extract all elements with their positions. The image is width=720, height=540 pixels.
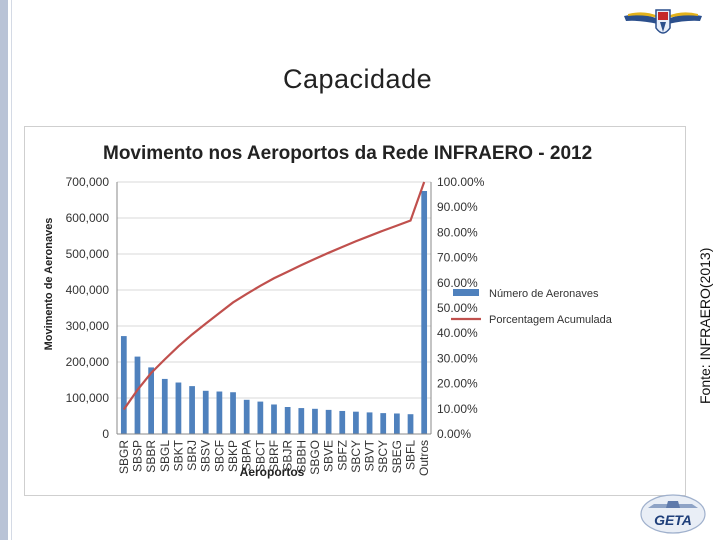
bar-sbrf [271, 404, 277, 434]
bar-sbkp [230, 392, 236, 434]
legend-label-bars: Número de Aeronaves [489, 288, 599, 300]
y2-tick-label: 10.00% [437, 402, 478, 416]
slide-side-bar [0, 0, 8, 540]
bar-outros [421, 191, 428, 434]
cumulative-line [122, 181, 426, 411]
x-tick-label: SBGL [158, 440, 172, 472]
x-axis-label: Aeroportos [240, 465, 305, 479]
y-tick-label: 700,000 [66, 175, 110, 189]
bar-sbbh [298, 408, 305, 434]
ita-wings-logo-icon [624, 9, 702, 34]
y2-tick-label: 90.00% [437, 200, 478, 214]
x-tick-label: SBRJ [185, 440, 199, 471]
y2-tick-label: 100.00% [437, 175, 485, 189]
slide-title: Capacidade [283, 64, 433, 94]
bar-sbeg [394, 413, 400, 434]
bar-sbvt [366, 412, 373, 434]
x-tick-label: SBBH [294, 440, 308, 473]
y2-tick-label: 80.00% [437, 225, 478, 239]
bar-sbcy [380, 413, 387, 434]
x-tick-label: SBSP [130, 440, 144, 472]
bar-sbpa [243, 399, 250, 434]
x-tick-label: SBPA [240, 440, 254, 471]
bar-sbgo [312, 408, 318, 434]
chart-container: Movimento nos Aeroportos da Rede INFRAER… [24, 126, 686, 496]
x-tick-label: SBCF [212, 440, 226, 472]
y2-tick-label: 70.00% [437, 251, 478, 265]
y-tick-label: 100,000 [66, 391, 110, 405]
y-tick-label: 300,000 [66, 319, 110, 333]
y2-tick-label: 60.00% [437, 276, 478, 290]
bar-sbsv [202, 390, 209, 434]
y-axis-label: Movimento de Aeronaves [43, 218, 55, 351]
bar-sbve [325, 409, 332, 434]
y-tick-label: 0 [102, 427, 109, 441]
bar-sbcy [353, 411, 359, 434]
x-tick-label: SBGR [117, 440, 131, 474]
bar-sbct [257, 401, 264, 434]
x-tick-label: SBCT [253, 439, 267, 472]
legend-label-line: Porcentagem Acumulada [489, 314, 613, 326]
x-tick-label: SBSV [199, 440, 213, 472]
bar-sbkt [175, 382, 182, 434]
x-tick-label: SBKT [171, 439, 185, 471]
x-tick-label: SBEG [390, 440, 404, 473]
y-tick-label: 200,000 [66, 355, 110, 369]
y2-tick-label: 20.00% [437, 377, 478, 391]
y2-tick-label: 0.00% [437, 427, 471, 441]
y-tick-label: 500,000 [66, 247, 110, 261]
chart-svg: Movimento nos Aeroportos da Rede INFRAER… [24, 126, 686, 496]
x-tick-label: Outros [417, 440, 431, 476]
geta-logo-text: GETA [654, 512, 692, 528]
y-tick-label: 400,000 [66, 283, 110, 297]
x-tick-label: SBGO [308, 440, 322, 475]
x-tick-label: SBFL [404, 440, 418, 470]
bar-sbbr [148, 367, 154, 434]
source-note: Fonte: INFRAERO(2013) [697, 247, 713, 404]
y2-tick-label: 40.00% [437, 326, 478, 340]
x-tick-label: SBCY [376, 440, 390, 473]
slide-side-line [11, 0, 12, 540]
legend-swatch-bars [453, 289, 479, 296]
y-tick-label: 600,000 [66, 211, 110, 225]
bar-sbjr [284, 407, 291, 434]
x-tick-label: SBCY [349, 440, 363, 473]
y2-tick-label: 50.00% [437, 301, 478, 315]
bar-sbfl [407, 414, 414, 434]
x-tick-label: SBVT [363, 439, 377, 471]
chart-title: Movimento nos Aeroportos da Rede INFRAER… [103, 143, 592, 164]
bar-sbcf [216, 391, 223, 434]
bar-sbgr [120, 336, 127, 434]
x-tick-label: SBBR [144, 440, 158, 473]
x-tick-label: SBVE [322, 440, 336, 472]
x-tick-label: SBKP [226, 440, 240, 472]
x-tick-label: SBJR [281, 440, 295, 471]
bar-sbfz [339, 410, 346, 434]
geta-logo-icon: GETA [640, 494, 706, 534]
x-tick-label: SBRF [267, 440, 281, 472]
bar-sbsp [134, 356, 141, 434]
x-tick-label: SBFZ [335, 440, 349, 471]
bar-sbrj [189, 386, 195, 434]
bar-sbgl [161, 378, 168, 434]
y2-tick-label: 30.00% [437, 351, 478, 365]
